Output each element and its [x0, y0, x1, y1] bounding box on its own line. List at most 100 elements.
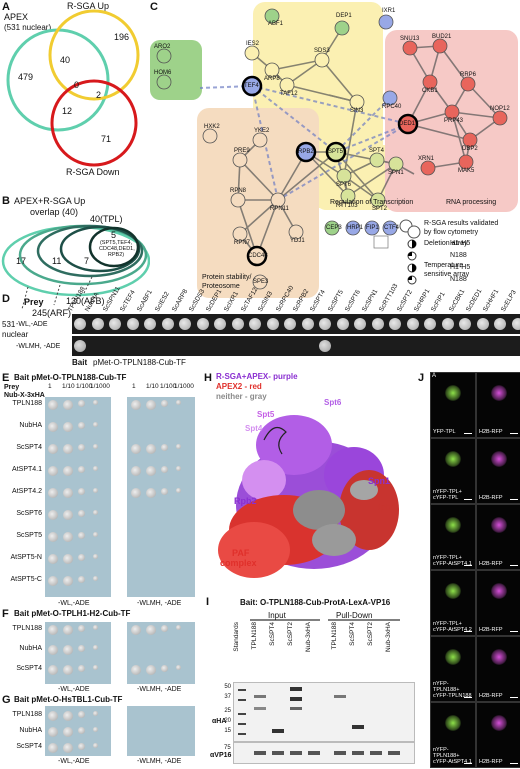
yeast-spot [74, 340, 86, 352]
dil-100b: 1/100 [160, 383, 177, 390]
yeast-spot [48, 645, 58, 655]
yeast-spot [63, 444, 73, 454]
yeast-spot [371, 318, 384, 330]
nucleus-signal [445, 451, 461, 467]
scale-bar [464, 498, 472, 500]
ab-ha: αHA [212, 718, 227, 725]
prey-label: ScARP8 [170, 288, 190, 313]
venn-12: 12 [62, 106, 73, 116]
yeast-spot [78, 554, 85, 561]
yeast-spot [494, 318, 506, 330]
prey-row-label: ScSPT5 [16, 532, 42, 539]
node-label: RPC40 [382, 104, 402, 110]
yeast-spot [179, 318, 191, 330]
lane-4: Nub-3xHA [305, 622, 312, 652]
mw-37: 37 [224, 694, 231, 700]
yfp-micrograph: nYFP-TPL+ cYFP-AtSPT4.2 [430, 570, 476, 636]
prey-label: ScCBK1 [447, 288, 466, 313]
tpl-count: 40(TPL) [90, 214, 123, 224]
mw-25: 25 [224, 708, 231, 714]
node-label: PRP43 [444, 118, 464, 124]
node-label: DED1 [399, 121, 416, 127]
yeast-spot [48, 625, 58, 635]
yeast-spot [93, 645, 98, 650]
scale-bar [464, 564, 472, 566]
yeast-spot [63, 510, 73, 520]
blot-vp16 [233, 742, 415, 764]
yeast-spot [93, 532, 98, 537]
yeast-spot [161, 466, 168, 473]
yeast-spot [176, 400, 181, 405]
scale-bar [464, 696, 472, 698]
apex-title: APEX [4, 12, 29, 22]
legend-deletion: Deletion array [424, 240, 468, 247]
prey-row-label: TPLN188 [12, 400, 42, 407]
prey-row-label: ScSPT6 [16, 510, 42, 517]
yeast-spot [63, 743, 73, 753]
yeast-spot [162, 340, 174, 352]
yeast-spot [48, 422, 58, 432]
network-node-labels: ABF1 DEP1 IXR1 ARO2 IES2 SDS3 HOM6 ARP8 … [150, 0, 520, 300]
nest-5: 5 [111, 230, 117, 240]
yeast-spot [63, 665, 73, 675]
yfp-micrograph: nYFP-TPLN188+ cYFP-AtSPT4.1 [430, 702, 476, 768]
micrograph-caption: H2B-RFP [479, 759, 503, 765]
nest-5-set: (SPT5,TEF4, CDC48,DED1, RPB2) [99, 240, 135, 258]
yeast-spot [337, 340, 349, 352]
lane-3: ScSPT2 [287, 622, 294, 646]
yeast-spot [267, 340, 279, 352]
nest-7: 7 [84, 256, 90, 266]
spots-wl [74, 318, 520, 330]
lane-5: TPLN188 [331, 622, 338, 650]
yeast-spot [249, 318, 261, 330]
cond-wlmh: -WLMH, -ADE [16, 343, 61, 350]
yeast-spot [93, 422, 98, 427]
yeast-spot [284, 340, 296, 352]
panel-c-label: C [150, 1, 158, 13]
legend-n188-a: N188 [450, 252, 467, 259]
spots-wlmh [74, 340, 520, 352]
scale-bar [510, 432, 518, 434]
panel-f-label: F [2, 608, 9, 620]
yfp-micrograph: nYFP-TPLN188+ cYFP-TPLN188 [430, 636, 476, 702]
node-label: HRP1 [347, 225, 364, 231]
prey-label: ScIES2 [153, 290, 171, 313]
legend-title-1: R-SGA results validated [424, 220, 499, 227]
yeast-spot [232, 340, 244, 352]
yeast-spot [78, 400, 85, 407]
rsga-down-title: R-SGA Down [66, 167, 120, 177]
pd-title: Bait: O-TPLN188-Cub-ProtA-LexA-VP16 [240, 598, 391, 607]
node-label: DBP2 [462, 146, 478, 152]
nest-17: 17 [16, 256, 27, 266]
scale-bar [464, 432, 472, 434]
yeast-spot [214, 318, 226, 330]
dil-10b: 1/10 [146, 383, 159, 390]
yeast-spot [63, 645, 73, 655]
protein-structure [218, 415, 399, 578]
node-label: NOP12 [490, 106, 510, 112]
yeast-spot [78, 532, 85, 539]
yeast-spot [424, 340, 436, 352]
yeast-spot [131, 466, 141, 476]
node-label: IXR1 [382, 8, 396, 14]
prey-label: ScSPT6 [343, 288, 362, 313]
micrograph-caption: YFP-TPL [433, 429, 456, 435]
yeast-spot [63, 554, 73, 564]
yeast-spot [74, 318, 86, 330]
nucleus-signal [445, 517, 461, 533]
lane-standards: Standards [233, 622, 240, 652]
prey-label: ScSPT5 [326, 288, 345, 313]
yeast-spot [161, 400, 168, 407]
blot-ha [233, 682, 415, 742]
lane-7: ScSPT2 [367, 622, 374, 646]
yeast-spot [63, 466, 73, 476]
yeast-spot [146, 444, 156, 454]
venn-up-circle [48, 9, 140, 101]
box-label-transcription: Regulation of Transcription [330, 199, 414, 206]
node-label: PRE9 [234, 148, 250, 154]
rfp-micrograph: H2B-RFP [476, 636, 520, 702]
nucleus-signal [491, 517, 507, 533]
node-label: RRP6 [460, 72, 477, 78]
label-spn1: Spn1 [368, 476, 391, 486]
yeast-spot [48, 444, 58, 454]
